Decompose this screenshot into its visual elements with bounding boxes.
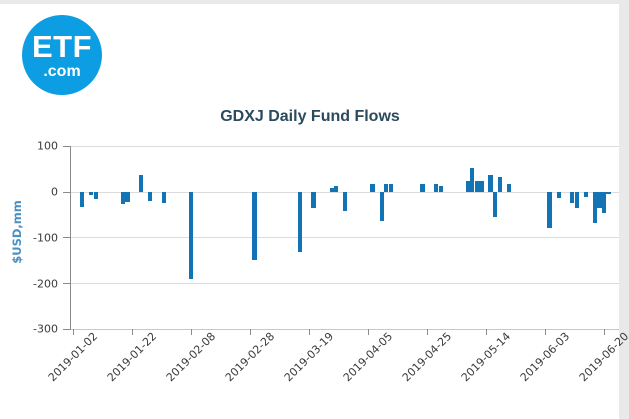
gridline	[71, 283, 619, 284]
y-tick-label: -200	[33, 277, 58, 290]
y-tick	[63, 237, 71, 239]
y-axis-line	[70, 145, 71, 330]
bar	[148, 192, 153, 201]
content-card	[0, 4, 619, 419]
bar	[89, 192, 94, 196]
bar	[343, 192, 348, 212]
y-tick-label: 100	[37, 139, 58, 153]
bar	[252, 192, 257, 260]
bar	[497, 176, 502, 192]
x-tick	[544, 329, 546, 335]
x-tick-label: 2019-01-02	[45, 329, 101, 385]
x-tick	[485, 329, 487, 335]
bar	[388, 184, 393, 192]
bar	[470, 167, 475, 192]
bar	[80, 192, 85, 207]
bar	[556, 192, 561, 198]
bar	[434, 184, 439, 192]
bar	[297, 192, 302, 253]
bar	[479, 181, 484, 192]
bar	[488, 175, 493, 192]
y-tick	[63, 191, 71, 193]
y-tick-label: 0	[51, 185, 58, 199]
gridline	[71, 237, 619, 239]
x-axis-line	[71, 328, 619, 330]
bar	[570, 192, 575, 203]
bar	[438, 186, 443, 192]
x-tick	[367, 329, 369, 335]
bar	[125, 192, 130, 203]
x-tick-label: 2019-02-08	[163, 329, 219, 385]
y-tick-label: -300	[33, 322, 58, 336]
y-tick	[63, 283, 71, 284]
y-tick	[63, 145, 71, 147]
x-tick	[308, 329, 310, 335]
bar	[379, 192, 384, 221]
x-tick	[249, 329, 251, 335]
bar	[583, 192, 588, 198]
bar	[606, 192, 611, 195]
bar	[574, 192, 579, 208]
x-tick-label: 2019-04-25	[399, 329, 455, 385]
bar	[597, 192, 602, 208]
x-tick-label: 2019-04-05	[340, 329, 396, 385]
x-tick	[131, 329, 133, 335]
bar	[547, 192, 552, 228]
bar	[120, 192, 125, 205]
chart-title: GDXJ Daily Fund Flows	[220, 108, 400, 125]
x-tick	[190, 329, 192, 335]
bar	[474, 181, 479, 192]
bar	[139, 174, 144, 192]
etfcom-logo[interactable]: ETF .com	[22, 15, 102, 95]
x-tick-label: 2019-01-22	[104, 329, 160, 385]
bar	[311, 192, 316, 209]
x-tick	[72, 329, 74, 335]
x-tick-label: 2019-03-19	[281, 329, 337, 385]
bar	[592, 192, 597, 223]
x-tick	[426, 329, 428, 335]
y-tick-label: -100	[33, 231, 58, 245]
bar	[161, 192, 166, 203]
bar	[420, 184, 425, 192]
bar	[465, 181, 470, 192]
bar	[188, 192, 194, 279]
bar	[329, 188, 334, 192]
logo-subtext: .com	[43, 62, 81, 80]
x-tick-label: 2019-06-20	[576, 329, 629, 385]
x-tick-label: 2019-05-14	[458, 329, 514, 385]
x-tick	[603, 329, 605, 335]
logo-text: ETF	[31, 28, 93, 64]
bar	[93, 192, 98, 199]
bar	[370, 184, 375, 192]
bar	[506, 184, 511, 192]
bar	[334, 186, 339, 192]
x-tick-label: 2019-02-28	[222, 329, 278, 385]
bar	[601, 192, 607, 213]
y-tick	[63, 328, 71, 330]
bar	[493, 192, 498, 218]
gridline	[71, 145, 619, 147]
x-tick-label: 2019-06-03	[517, 329, 573, 385]
bar	[384, 184, 389, 192]
